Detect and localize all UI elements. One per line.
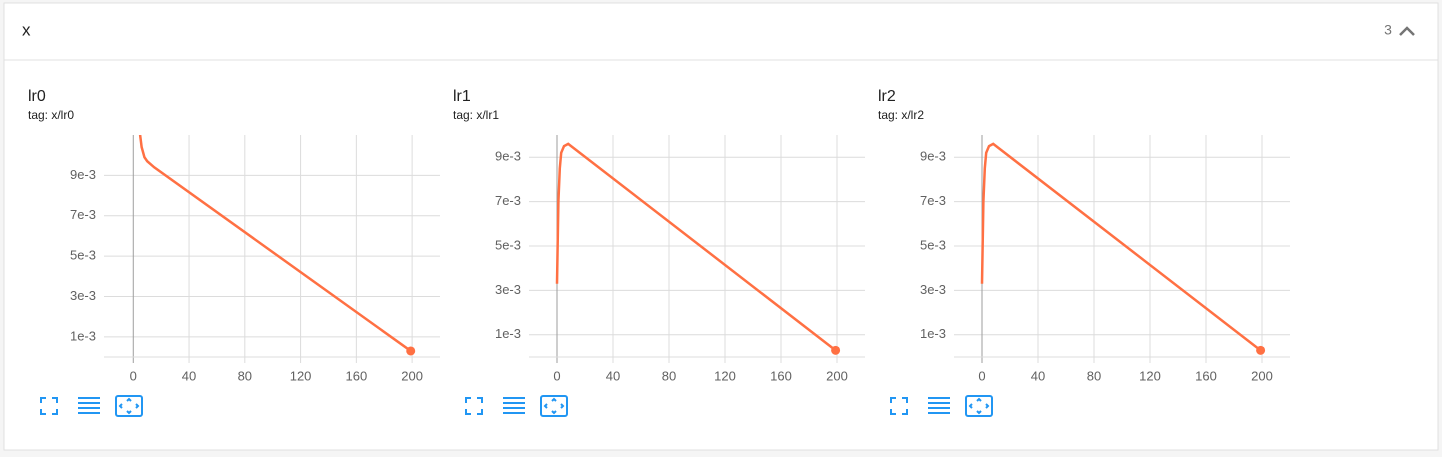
- x-tick-label: 120: [1139, 368, 1161, 383]
- x-tick-label: 0: [130, 368, 137, 383]
- y-tick-label: 9e-3: [70, 167, 96, 182]
- x-tick-label: 80: [662, 368, 676, 383]
- fit-domain-arrows: [118, 397, 140, 415]
- chart-title: lr2: [878, 88, 896, 105]
- toggle-log-button[interactable]: [503, 397, 525, 414]
- fullscreen-button[interactable]: [890, 397, 908, 415]
- x-tick-label: 120: [290, 368, 312, 383]
- toggle-log-button[interactable]: [928, 397, 950, 414]
- x-tick-label: 160: [770, 368, 792, 383]
- x-tick-label: 80: [1087, 368, 1101, 383]
- fit-domain-button[interactable]: [115, 395, 143, 417]
- y-tick-label: 5e-3: [70, 248, 96, 263]
- series-line: [980, 142, 1262, 352]
- run-count: 3: [1384, 22, 1392, 38]
- last-point: [831, 345, 841, 355]
- chart-title: lr1: [453, 88, 471, 105]
- y-tick-label: 3e-3: [920, 282, 946, 297]
- x-tick-label: 160: [1195, 368, 1217, 383]
- x-tick-label: 0: [553, 368, 560, 383]
- x-tick-label: 120: [714, 368, 736, 383]
- fit-domain-arrows: [543, 397, 565, 415]
- x-tick-label: 160: [345, 368, 367, 383]
- y-tick-label: 7e-3: [70, 207, 96, 222]
- chart-subtitle: tag: x/lr1: [453, 108, 499, 122]
- y-tick-label: 7e-3: [495, 193, 521, 208]
- x-tick-label: 0: [978, 368, 985, 383]
- fit-domain-button[interactable]: [965, 395, 993, 417]
- y-tick-label: 3e-3: [495, 282, 521, 297]
- fullscreen-button[interactable]: [465, 397, 483, 415]
- chart-title: lr0: [28, 88, 46, 105]
- chart-subtitle: tag: x/lr0: [28, 108, 74, 122]
- y-tick-label: 1e-3: [70, 328, 96, 343]
- fit-domain-arrows: [968, 397, 990, 415]
- x-tick-label: 200: [401, 368, 423, 383]
- y-tick-label: 1e-3: [920, 326, 946, 341]
- x-tick-label: 200: [826, 368, 848, 383]
- y-tick-label: 5e-3: [495, 237, 521, 252]
- x-tick-label: 200: [1251, 368, 1273, 383]
- y-tick-label: 9e-3: [920, 149, 946, 164]
- last-point: [1256, 345, 1266, 355]
- x-tick-label: 40: [1031, 368, 1045, 383]
- y-tick-label: 5e-3: [920, 237, 946, 252]
- panel-title: x: [22, 20, 31, 39]
- y-tick-label: 1e-3: [495, 326, 521, 341]
- series-line: [138, 135, 412, 352]
- toggle-log-button[interactable]: [78, 397, 100, 414]
- chart-subtitle: tag: x/lr2: [878, 108, 924, 122]
- panel: [3, 2, 1439, 451]
- series-line: [555, 142, 837, 352]
- fit-domain-button[interactable]: [540, 395, 568, 417]
- last-point: [406, 346, 416, 356]
- collapse-icon[interactable]: [1399, 26, 1415, 36]
- y-tick-label: 7e-3: [920, 193, 946, 208]
- x-tick-label: 40: [606, 368, 620, 383]
- panel-header[interactable]: [4, 3, 1438, 60]
- y-tick-label: 9e-3: [495, 149, 521, 164]
- x-tick-label: 40: [182, 368, 196, 383]
- x-tick-label: 80: [238, 368, 252, 383]
- fullscreen-button[interactable]: [40, 397, 58, 415]
- y-tick-label: 3e-3: [70, 288, 96, 303]
